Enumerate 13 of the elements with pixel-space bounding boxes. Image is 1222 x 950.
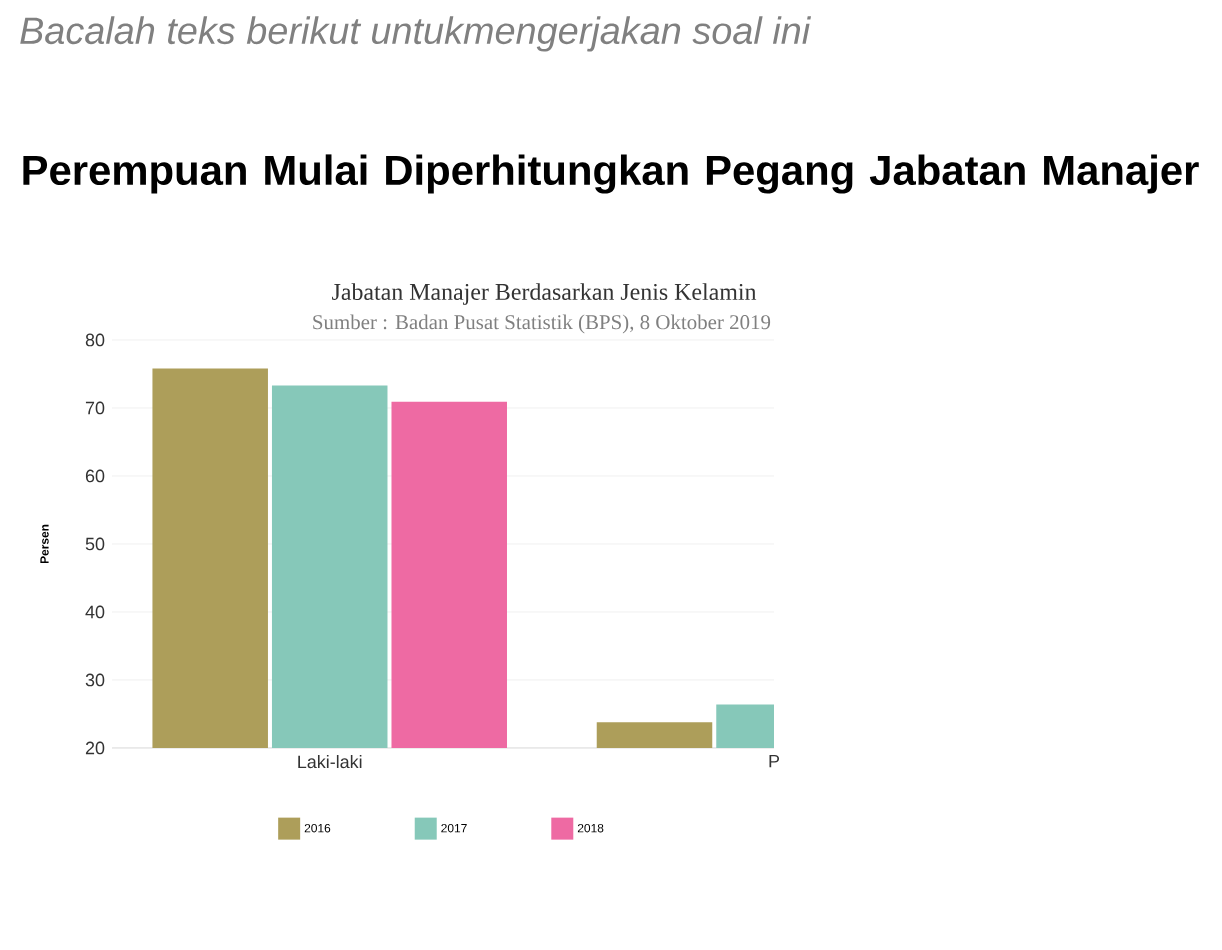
y-tick-label: 60 <box>85 469 105 483</box>
chart-subtitle: Jabatan Manajer Berdasarkan Jenis Kelamin <box>332 283 757 305</box>
text: Sumber : Badan Pusat Statistik (BPS), 8 Oktober 2019 <box>313 314 771 334</box>
chart-title: Perempuan Mulai Diperhitungkan Pegang Jabatan Manajer <box>23 154 1199 194</box>
y-tick-label: 70 <box>85 401 105 415</box>
x-tick-label: Laki-laki <box>298 755 362 769</box>
y-tick-label: 30 <box>85 673 105 687</box>
text: Bacalah teks berikut untukmengerjakan soal ini <box>20 16 812 52</box>
x-tick-label: P <box>769 755 780 768</box>
y-tick-label: 80 <box>85 333 105 347</box>
y-tick-label: 20 <box>85 741 105 755</box>
y-tick-label: 40 <box>85 605 105 619</box>
y-tick-label: 50 <box>85 537 105 551</box>
